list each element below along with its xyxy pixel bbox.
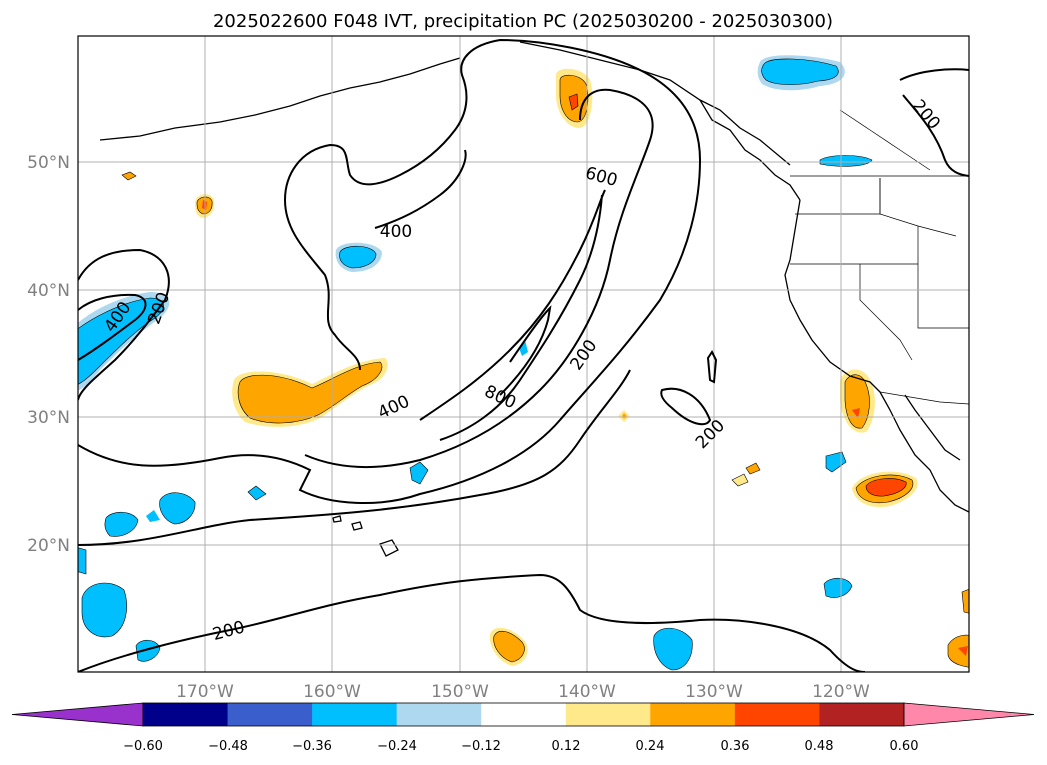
precip-region-west-edge-neg — [78, 547, 87, 575]
precip-region-west-dot — [121, 171, 137, 181]
precip-region-mexico-core — [865, 478, 907, 497]
baja-peninsula — [904, 394, 961, 461]
precip-region-canada-neg — [761, 58, 839, 85]
precip-region-west-neg — [78, 297, 164, 385]
precip-region-southeast-corner — [947, 634, 969, 668]
canada-inland — [839, 109, 931, 171]
map-area: 200 400 200 400 600 400 800 200 200 200 — [78, 36, 969, 672]
ivt-contour-400-main — [304, 88, 654, 468]
hawaii-island-1 — [379, 539, 399, 557]
ivt-contours — [78, 38, 969, 672]
colorbar-tick: −0.60 — [123, 739, 163, 754]
colorbar-tick: −0.36 — [292, 739, 332, 754]
precip-region-tiny-neg-1 — [519, 340, 528, 356]
precip-region-tiny-neg-2 — [409, 461, 429, 485]
colorbar-ticks: −0.60 −0.48 −0.36 −0.24 −0.12 0.12 0.24 … — [123, 739, 918, 754]
precip-region-southeast-neg-1 — [823, 577, 853, 598]
colorbar-tick: 0.12 — [552, 739, 581, 754]
precip-region-east-small-2 — [745, 462, 761, 475]
precip-region-hawaii-neg-1 — [159, 492, 196, 525]
lon-label: 150°W — [431, 682, 489, 702]
precip-region-south-neg-2 — [135, 639, 161, 662]
lon-label: 120°W — [812, 682, 870, 702]
ivt-contour-200-main — [78, 38, 702, 505]
precip-shading — [78, 55, 969, 671]
ivt-contour-200-small — [706, 350, 718, 384]
coastlines — [99, 41, 969, 557]
colorbar-tick: 0.48 — [805, 739, 834, 754]
alaska-coastline — [99, 41, 791, 166]
mexico-border — [879, 391, 969, 405]
lon-label: 170°W — [176, 682, 234, 702]
ivt-contour-400-west — [78, 293, 147, 361]
colorbar-segment — [481, 703, 567, 726]
colorbar — [11, 702, 1035, 727]
lon-label: 140°W — [558, 682, 616, 702]
state-borders — [790, 109, 969, 405]
precip-region-hawaii-neg-4 — [146, 510, 160, 522]
map-title: 2025022600 F048 IVT, precipitation PC (2… — [213, 11, 833, 32]
colorbar-tick: −0.12 — [461, 739, 501, 754]
colorbar-segment — [227, 703, 313, 726]
colorbar-outline — [142, 702, 905, 727]
precip-region-bc-neg — [819, 155, 873, 167]
precip-region-baja — [844, 374, 870, 429]
id-border — [879, 178, 957, 237]
gridlines — [78, 36, 969, 672]
colorbar-extend-max — [903, 702, 1035, 727]
colorbar-segment — [819, 703, 905, 726]
lat-labels: 50°N 40°N 30°N 20°N — [27, 153, 70, 556]
bc-coastline — [699, 99, 801, 201]
ivt-contour-200-south — [78, 369, 631, 546]
lat-label: 30°N — [27, 408, 70, 428]
colorbar-segment — [565, 703, 651, 726]
ca-nv-border — [859, 264, 913, 361]
precip-region-south-central — [493, 630, 525, 663]
lat-label: 50°N — [27, 153, 70, 173]
us-west-coastline — [784, 199, 881, 393]
ivt-contour-200-mid — [660, 387, 712, 426]
precip-region-east-small-1 — [731, 473, 749, 487]
lat-label: 20°N — [27, 536, 70, 556]
ivt-contour-800 — [499, 305, 552, 396]
contour-label: 400 — [380, 222, 412, 242]
colorbar-tick: −0.48 — [208, 739, 248, 754]
colorbar-segment — [312, 703, 398, 726]
precip-region-south-neg-3 — [653, 627, 693, 671]
ivt-contour-400-north — [374, 149, 467, 229]
precip-region-hawaii-neg-3 — [247, 485, 267, 501]
lon-label: 160°W — [303, 682, 361, 702]
map-frame — [77, 35, 970, 673]
colorbar-extend-min — [11, 702, 144, 727]
lat-label: 40°N — [27, 281, 70, 301]
precip-region-central-band — [237, 361, 383, 424]
precip-region-south-neg-1 — [81, 582, 127, 638]
colorbar-tick: 0.24 — [636, 739, 665, 754]
colorbar-tick: 0.36 — [721, 739, 750, 754]
ivt-contour-200-west — [78, 248, 170, 401]
colorbar-segment — [396, 703, 482, 726]
ivt-contour-200-east — [899, 68, 969, 177]
ivt-contour-600 — [419, 189, 606, 441]
precip-region-hawaii-neg-2 — [104, 511, 139, 537]
colorbar-segment — [143, 703, 229, 726]
precip-region-north-pac-neg — [339, 245, 377, 269]
ivt-contour-200-bottom — [78, 573, 866, 672]
colorbar-tick: −0.24 — [377, 739, 417, 754]
lon-label: 130°W — [685, 682, 743, 702]
nv-border — [917, 226, 969, 329]
precip-region-gulf-alaska-peak — [568, 93, 579, 111]
hawaii-island-3 — [332, 515, 342, 523]
hawaii-island-2 — [351, 521, 363, 531]
baja-coastline — [879, 391, 969, 513]
colorbar-tick: 0.60 — [890, 739, 919, 754]
precip-region-southeast-corner-peak — [958, 646, 968, 656]
lon-labels: 170°W 160°W 150°W 140°W 130°W 120°W — [176, 682, 870, 702]
colorbar-segment — [734, 703, 820, 726]
precip-region-baja-peak — [852, 408, 860, 418]
colorbar-segment — [650, 703, 736, 726]
